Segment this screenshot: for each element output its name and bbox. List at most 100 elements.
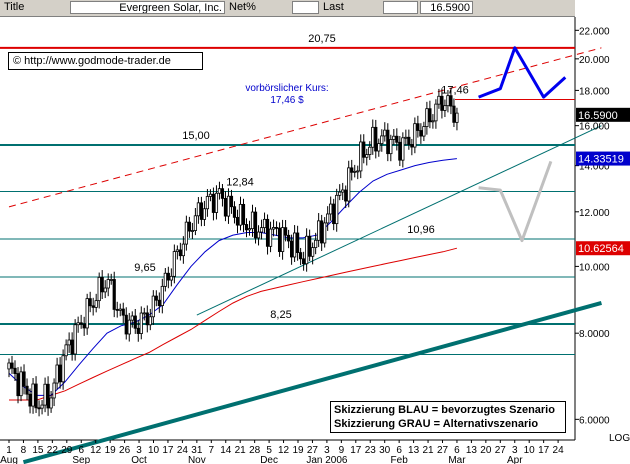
candle-body (425, 108, 429, 127)
candle-body (40, 404, 44, 409)
y-axis: 6.0000 8.0000 10.000 12.000 14.000 16.000 18.0… (575, 26, 630, 444)
candle-body (365, 154, 369, 158)
candle-body (124, 314, 128, 335)
candle-body (229, 195, 234, 208)
x-day-label: 12 (90, 445, 102, 456)
candle-body (253, 211, 258, 239)
candle-body (223, 197, 228, 217)
candle-body (404, 136, 408, 139)
x-month-label: Feb (391, 455, 409, 464)
x-day-label: 28 (249, 445, 261, 456)
x-month-label: Sep (72, 455, 90, 464)
pre-market-value: 17,46 $ (270, 95, 304, 106)
candle-body (434, 103, 438, 122)
level-lines (0, 17, 576, 441)
candle-body (431, 120, 435, 123)
x-day-label: 27 (307, 445, 319, 456)
candle-body (302, 258, 306, 265)
candle-body (371, 126, 375, 148)
candle-body (187, 221, 191, 232)
log-label: LOG (609, 433, 630, 444)
candle-body (181, 243, 185, 257)
candle-body (235, 216, 240, 226)
candle-body (395, 135, 399, 143)
price-flag-label: 16.5900 (578, 110, 618, 122)
candle-body (43, 383, 47, 406)
candle-body (67, 339, 71, 346)
price-flag-box (576, 107, 630, 122)
candle-body (127, 319, 131, 335)
candle-body (350, 167, 354, 173)
x-axis: 1 8 15 22 29 6 12 19 26 3 10 17 24 31 7 14 21 28 5 12 19 27 3 9… (0, 440, 564, 464)
candle-body (440, 95, 444, 111)
candle-body (10, 362, 14, 369)
x-month-label: Apr (507, 455, 523, 464)
x-day-label: 24 (553, 445, 565, 456)
price-flag-box (576, 241, 630, 256)
x-day-label: 6 (396, 445, 402, 456)
candle-body (28, 393, 32, 407)
source-box: © http://www.godmode-trader.de (8, 52, 203, 70)
y-tick-label: 8.0000 (579, 329, 610, 340)
ma-long-line (9, 247, 458, 401)
y-tick-label: 16.000 (579, 122, 610, 133)
candle-body (34, 383, 38, 409)
level-label: 8,25 (270, 309, 291, 321)
x-day-label: 3 (512, 445, 518, 456)
candle-body (289, 240, 294, 258)
candle-body (139, 312, 143, 334)
x-day-label: 13 (466, 445, 478, 456)
candle-body (13, 367, 17, 374)
candle-body (311, 247, 315, 257)
x-day-label: 27 (495, 445, 507, 456)
candle-body (169, 275, 173, 281)
candle-body (274, 227, 279, 229)
candle-body (383, 129, 387, 137)
candle-body (85, 298, 89, 329)
candle-body (157, 299, 161, 306)
x-day-label: 27 (437, 445, 449, 456)
source-url: © http://www.godmode-trader.de (13, 55, 171, 67)
candle-body (109, 279, 113, 281)
x-day-label: 3 (136, 445, 142, 456)
candle-body (199, 202, 204, 220)
candle-body (7, 362, 11, 370)
trendline-thick-teal-long-trend (22, 301, 602, 464)
level-label: 10,96 (407, 224, 435, 236)
trendline-red-dashed-resistance (8, 47, 602, 208)
candle-body (308, 235, 312, 257)
candle-body (401, 137, 405, 161)
candle-body (344, 189, 348, 202)
candle-body (389, 139, 393, 155)
candle-body (214, 192, 219, 213)
candle-body (76, 322, 80, 326)
x-day-label: 10 (148, 445, 160, 456)
x-day-label: 26 (119, 445, 131, 456)
candle-body (121, 308, 125, 316)
ma-short-line (8, 158, 457, 396)
candle-body (359, 141, 363, 172)
last-spacer (383, 1, 418, 14)
candle-body (148, 316, 152, 326)
trendline-thin-teal-uptrend (196, 125, 602, 316)
candle-body (196, 202, 201, 217)
x-day-label: 21 (422, 445, 434, 456)
level-label: 12,84 (226, 177, 254, 189)
candle-body (166, 272, 170, 281)
y-tick-label: 12.000 (579, 208, 610, 219)
candle-body (271, 227, 276, 230)
candle-body (293, 232, 297, 258)
candle-body (386, 129, 390, 155)
candle-body (398, 141, 402, 161)
candle-body (61, 355, 65, 383)
candle-body (79, 322, 83, 325)
candle-body (103, 287, 107, 293)
y-tick-label: 18.000 (579, 86, 610, 97)
candle-body (256, 231, 261, 239)
x-month-label: Aug (0, 455, 18, 464)
x-day-label: 23 (365, 445, 377, 456)
x-day-label: 21 (235, 445, 247, 456)
legend-box: Skizzierung BLAU = bevorzugtes Szenario … (330, 401, 566, 433)
